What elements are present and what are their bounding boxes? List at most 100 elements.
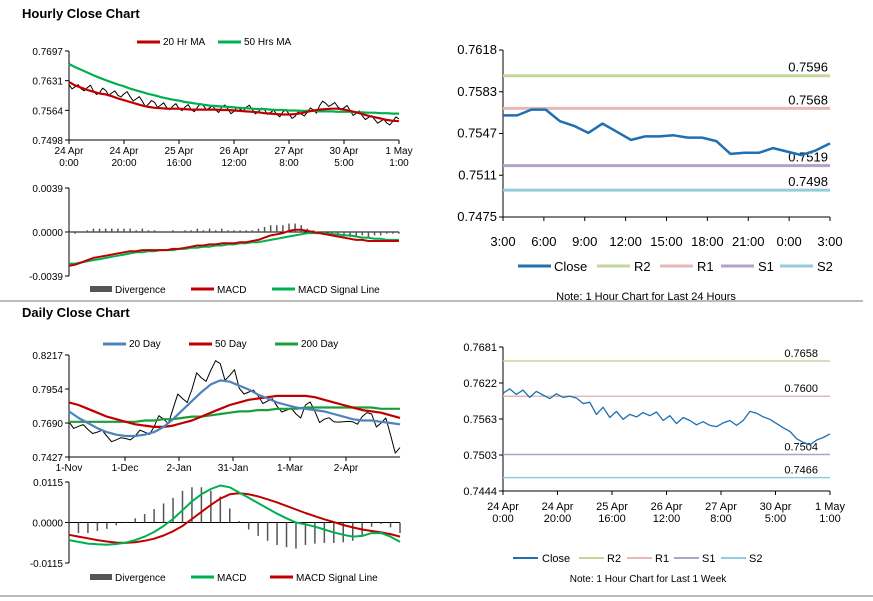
legend-label-r1: R1 — [655, 553, 669, 565]
x-tick-label: 18:00 — [691, 234, 724, 249]
y-tick-label: 0.7631 — [32, 77, 63, 88]
legend-label-200day: 200 Day — [301, 339, 338, 350]
y-tick-label: 0.8217 — [32, 351, 63, 362]
x-tick-label: 12:00 — [221, 158, 246, 169]
legend-label-s2: S2 — [817, 259, 833, 274]
daily-price-legend: 20 Day 50 Day 200 Day — [103, 339, 338, 350]
y-tick-label: 0.7547 — [457, 126, 497, 141]
y-tick-label: 0.7622 — [463, 378, 497, 390]
hourly-macd-legend: Divergence MACD MACD Signal Line — [90, 285, 380, 296]
x-tick-label: 31-Jan — [218, 463, 249, 474]
x-tick-label: 1 May — [815, 501, 845, 513]
daily-macd-legend: Divergence MACD MACD Signal Line — [90, 573, 378, 584]
y-tick-label: 0.7697 — [32, 47, 63, 58]
x-tick-label: 1-Mar — [277, 463, 304, 474]
x-tick-label: 25 Apr — [596, 501, 628, 513]
x-tick-label: 6:00 — [531, 234, 556, 249]
legend-label-ma50: 50 Hrs MA — [244, 37, 292, 48]
x-tick-label: 25 Apr — [165, 146, 195, 157]
legend-label-signal: MACD Signal Line — [298, 285, 380, 296]
x-tick-label: 9:00 — [572, 234, 597, 249]
x-tick-label: 21:00 — [732, 234, 765, 249]
legend-label-macd: MACD — [217, 573, 246, 584]
y-tick-label: 0.7681 — [463, 342, 497, 354]
x-tick-label: 16:00 — [598, 513, 626, 525]
y-tick-label: 0.7954 — [32, 385, 63, 396]
daily-section-title: Daily Close Chart — [22, 305, 130, 320]
x-tick-label: 24 Apr — [542, 501, 574, 513]
y-tick-label: -0.0115 — [30, 559, 64, 570]
legend-label-signal: MACD Signal Line — [296, 573, 378, 584]
series-ma50-line — [68, 63, 399, 115]
level-label-r1: 0.7568 — [788, 92, 828, 107]
x-tick-label: 26 Apr — [220, 146, 250, 157]
legend-label-r2: R2 — [634, 259, 651, 274]
y-tick-label: 0.0000 — [32, 519, 63, 530]
series-macd-line — [68, 484, 401, 546]
x-tick-label: 8:00 — [279, 158, 299, 169]
series-price-line — [68, 360, 401, 454]
x-tick-label: 1 May — [385, 146, 412, 157]
level-label-r2: 0.7658 — [784, 348, 818, 360]
level-label-s2: 0.7466 — [784, 465, 818, 477]
x-tick-label: 30 Apr — [760, 501, 792, 513]
x-tick-label: 3:00 — [817, 234, 842, 249]
x-tick-label: 0:00 — [776, 234, 801, 249]
legend-label-s1: S1 — [702, 553, 715, 565]
x-tick-label: 5:00 — [765, 513, 786, 525]
daily-week-note: Note: 1 Hour Chart for Last 1 Week — [570, 574, 728, 585]
hourly-price-legend: 20 Hr MA 50 Hrs MA — [137, 37, 292, 48]
daily-macd-plot: 0.0115 0.0000 -0.0115 — [30, 478, 401, 570]
x-tick-label: 26 Apr — [651, 501, 683, 513]
y-tick-label: -0.0039 — [29, 272, 63, 283]
legend-label-s1: S1 — [758, 259, 774, 274]
legend-swatch-divergence — [90, 574, 112, 580]
y-tick-label: 0.0039 — [32, 184, 63, 195]
x-tick-label: 24 Apr — [487, 501, 519, 513]
x-tick-label: 24 Apr — [110, 146, 140, 157]
y-tick-label: 0.7583 — [457, 84, 497, 99]
daily-week-legend: Close R2 R1 S1 S2 — [513, 553, 762, 565]
y-tick-label: 0.7618 — [457, 42, 497, 57]
x-tick-label: 0:00 — [492, 513, 513, 525]
hourly-24h-note: Note: 1 Hour Chart for Last 24 Hours — [556, 291, 736, 303]
x-tick-label: 15:00 — [650, 234, 683, 249]
legend-label-divergence: Divergence — [115, 573, 166, 584]
legend-label-r2: R2 — [607, 553, 621, 565]
level-label-r2: 0.7596 — [788, 60, 828, 75]
legend-label-ma20: 20 Hr MA — [163, 37, 206, 48]
y-tick-label: 0.7503 — [463, 450, 497, 462]
series-macd-line — [68, 228, 399, 267]
legend-label-close: Close — [554, 259, 587, 274]
hourly-24h-plot: 0.7618 0.7583 0.7547 0.7511 0.7475 3:00 6:00 9:… — [457, 42, 842, 249]
legend-label-r1: R1 — [697, 259, 714, 274]
series-close-line — [502, 388, 831, 446]
x-tick-label: 20:00 — [544, 513, 572, 525]
level-label-r1: 0.7600 — [784, 383, 818, 395]
x-tick-label: 3:00 — [490, 234, 515, 249]
legend-swatch-divergence — [90, 286, 112, 292]
legend-label-macd: MACD — [217, 285, 246, 296]
y-tick-label: 0.0115 — [33, 478, 63, 489]
y-tick-label: 0.7563 — [463, 414, 497, 426]
legend-label-close: Close — [542, 553, 570, 565]
x-tick-label: 27 Apr — [275, 146, 305, 157]
y-tick-label: 0.7427 — [32, 453, 63, 464]
hourly-24h-legend: Close R2 R1 S1 S2 — [518, 259, 833, 274]
x-tick-label: 24 Apr — [55, 146, 85, 157]
x-tick-label: 0:00 — [59, 158, 79, 169]
y-tick-label: 0.7444 — [463, 486, 497, 498]
x-tick-label: 1-Dec — [112, 463, 139, 474]
y-tick-label: 0.0000 — [32, 228, 63, 239]
series-signal-line — [69, 232, 399, 265]
x-tick-label: 1-Nov — [56, 463, 83, 474]
legend-label-20day: 20 Day — [129, 339, 161, 350]
y-tick-label: 0.7498 — [32, 136, 63, 147]
x-tick-label: 12:00 — [609, 234, 642, 249]
x-tick-label: 12:00 — [653, 513, 681, 525]
series-close-line — [503, 108, 831, 157]
